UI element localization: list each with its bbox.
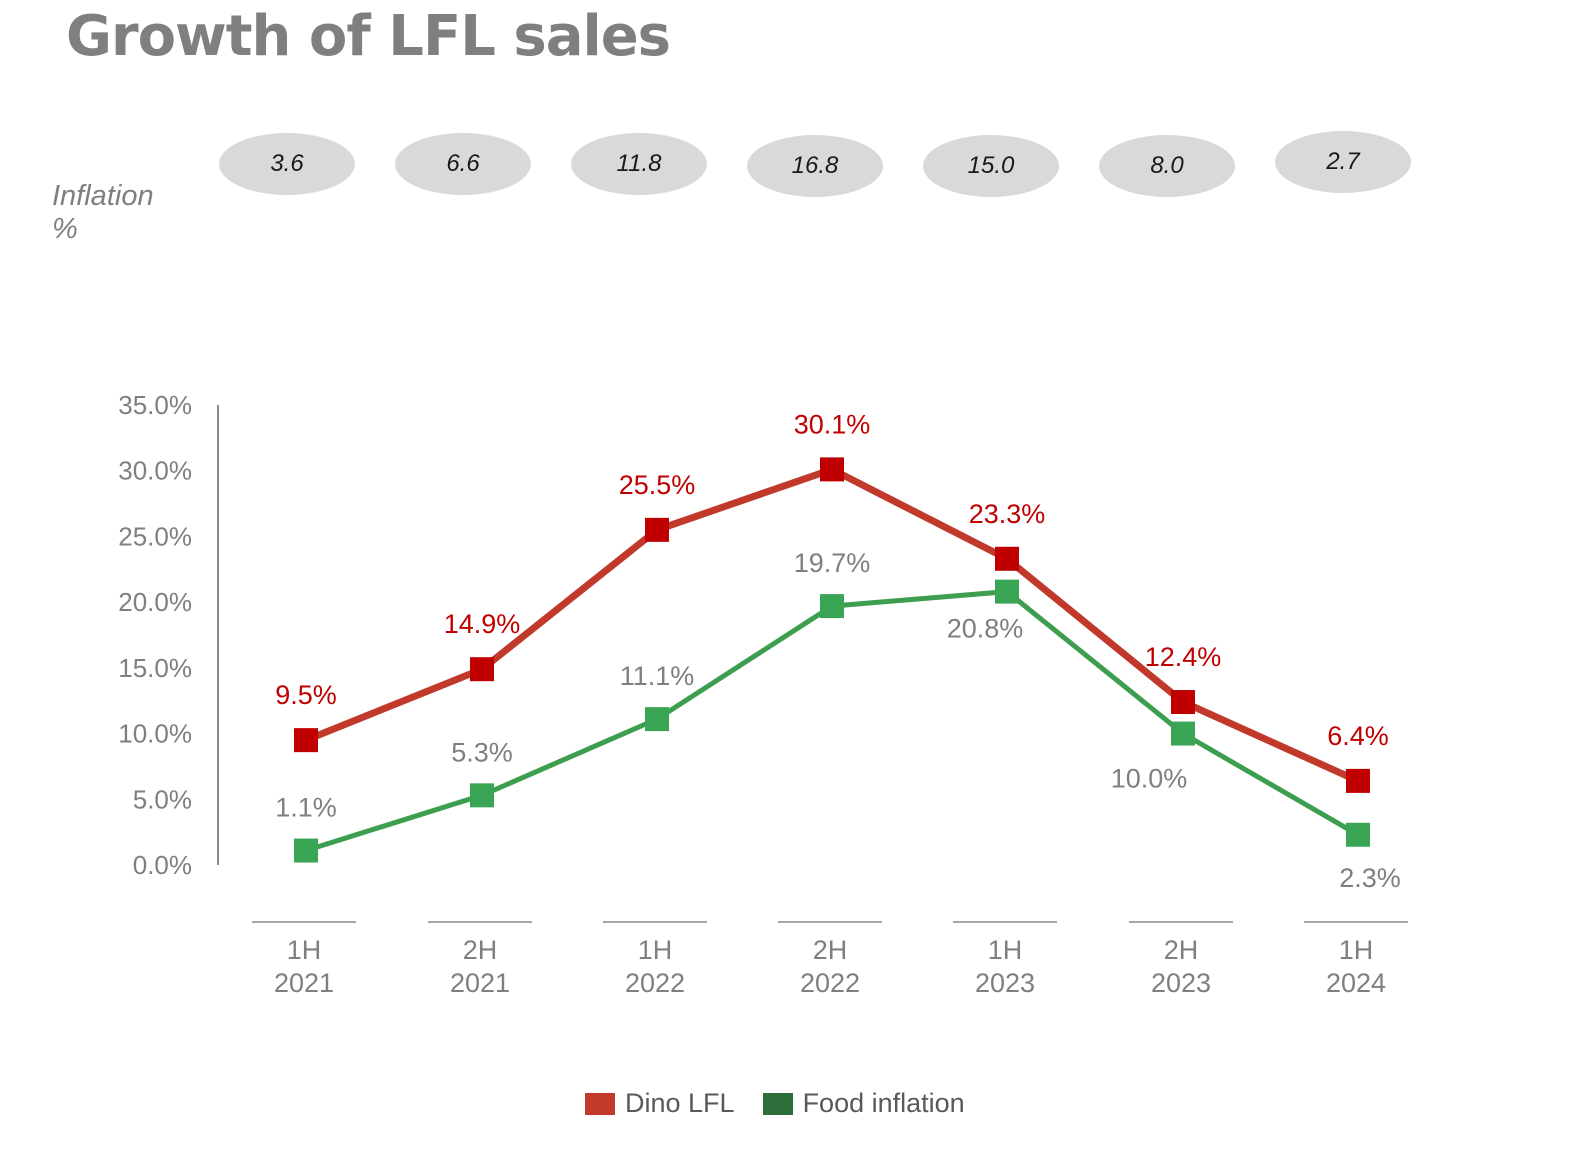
y-tick-label: 15.0% bbox=[118, 653, 192, 683]
data-label-dino: 9.5% bbox=[275, 680, 337, 710]
inflation-pill: 16.8 bbox=[747, 135, 883, 197]
inflation-pill: 3.6 bbox=[219, 133, 355, 195]
y-tick-label: 10.0% bbox=[118, 719, 192, 749]
inflation-pill: 2.7 bbox=[1275, 131, 1411, 193]
x-tick-label-year: 2022 bbox=[800, 968, 860, 998]
x-tick-label-year: 2023 bbox=[1151, 968, 1211, 998]
data-label-food: 20.8% bbox=[947, 614, 1024, 644]
y-tick-label: 30.0% bbox=[118, 456, 192, 486]
inflation-pill: 11.8 bbox=[571, 133, 707, 195]
x-tick-label-half: 1H bbox=[1339, 935, 1374, 965]
data-point-dino bbox=[820, 457, 844, 482]
legend-item-food: Food inflation bbox=[762, 1088, 965, 1119]
data-point-food bbox=[645, 707, 669, 732]
x-tick-label-year: 2024 bbox=[1326, 968, 1386, 998]
legend-label-dino: Dino LFL bbox=[625, 1088, 735, 1118]
y-tick-label: 20.0% bbox=[118, 587, 192, 617]
data-label-dino: 25.5% bbox=[619, 470, 696, 500]
legend-swatch-food bbox=[762, 1092, 793, 1115]
y-tick-label: 35.0% bbox=[118, 390, 192, 420]
x-tick-label-half: 1H bbox=[988, 935, 1023, 965]
data-point-dino bbox=[294, 728, 318, 753]
data-point-food bbox=[1171, 721, 1195, 746]
data-point-food bbox=[294, 838, 318, 863]
legend-item-dino: Dino LFL bbox=[585, 1088, 735, 1119]
data-point-food bbox=[995, 579, 1019, 604]
x-tick-label-year: 2021 bbox=[450, 968, 510, 998]
series-layer bbox=[294, 457, 1370, 863]
x-tick-label-half: 1H bbox=[638, 935, 673, 965]
data-point-food bbox=[820, 594, 844, 619]
x-tick-label-half: 2H bbox=[813, 935, 848, 965]
data-label-food: 10.0% bbox=[1111, 764, 1188, 794]
data-labels: 9.5% 14.9% 25.5% 30.1% 23.3% 12.4% 6.4% 1.1% 5.3… bbox=[275, 409, 1401, 892]
chart-title: Growth of LFL sales bbox=[66, 4, 671, 69]
y-tick-label: 25.0% bbox=[118, 521, 192, 551]
inflation-pill: 8.0 bbox=[1099, 135, 1235, 197]
x-axis: 1H20212H20211H20222H20221H20232H20231H20… bbox=[252, 921, 1408, 998]
y-tick-label: 5.0% bbox=[133, 784, 192, 814]
x-tick-label-half: 1H bbox=[287, 935, 322, 965]
data-label-food: 5.3% bbox=[451, 737, 513, 767]
data-label-food: 2.3% bbox=[1339, 863, 1401, 893]
data-point-dino bbox=[1171, 690, 1195, 715]
x-tick-label-year: 2022 bbox=[625, 968, 685, 998]
data-label-dino: 23.3% bbox=[969, 499, 1046, 529]
x-tick-label-year: 2021 bbox=[274, 968, 334, 998]
legend: Dino LFL Food inflation bbox=[585, 1088, 993, 1119]
data-label-dino: 12.4% bbox=[1145, 642, 1222, 672]
legend-label-food: Food inflation bbox=[802, 1088, 965, 1118]
inflation-label-unit: % bbox=[52, 213, 78, 245]
inflation-pill: 15.0 bbox=[923, 135, 1059, 197]
line-chart: 0.0% 5.0% 10.0% 15.0% 20.0% 25.0% 30.0% 35.0% 9… bbox=[118, 390, 1408, 998]
y-axis: 0.0% 5.0% 10.0% 15.0% 20.0% 25.0% 30.0% 35.0% bbox=[118, 390, 219, 880]
data-point-food bbox=[1346, 822, 1370, 847]
legend-swatch-dino bbox=[585, 1092, 615, 1115]
data-point-dino bbox=[645, 517, 669, 542]
inflation-label: Inflation % bbox=[52, 180, 154, 246]
inflation-label-text: Inflation bbox=[52, 180, 154, 212]
data-label-food: 1.1% bbox=[275, 793, 337, 823]
data-point-dino bbox=[1346, 768, 1370, 793]
y-tick-label: 0.0% bbox=[133, 850, 192, 880]
x-tick-label-year: 2023 bbox=[975, 968, 1035, 998]
data-label-dino: 30.1% bbox=[794, 409, 871, 439]
data-label-food: 19.7% bbox=[794, 548, 871, 578]
data-label-dino: 14.9% bbox=[444, 609, 521, 639]
data-label-dino: 6.4% bbox=[1327, 721, 1389, 751]
data-point-food bbox=[470, 783, 494, 808]
inflation-pill: 6.6 bbox=[395, 133, 531, 195]
x-tick-label-half: 2H bbox=[463, 935, 498, 965]
data-point-dino bbox=[470, 657, 494, 682]
data-point-dino bbox=[995, 546, 1019, 571]
x-tick-label-half: 2H bbox=[1164, 935, 1199, 965]
data-label-food: 11.1% bbox=[620, 661, 695, 691]
